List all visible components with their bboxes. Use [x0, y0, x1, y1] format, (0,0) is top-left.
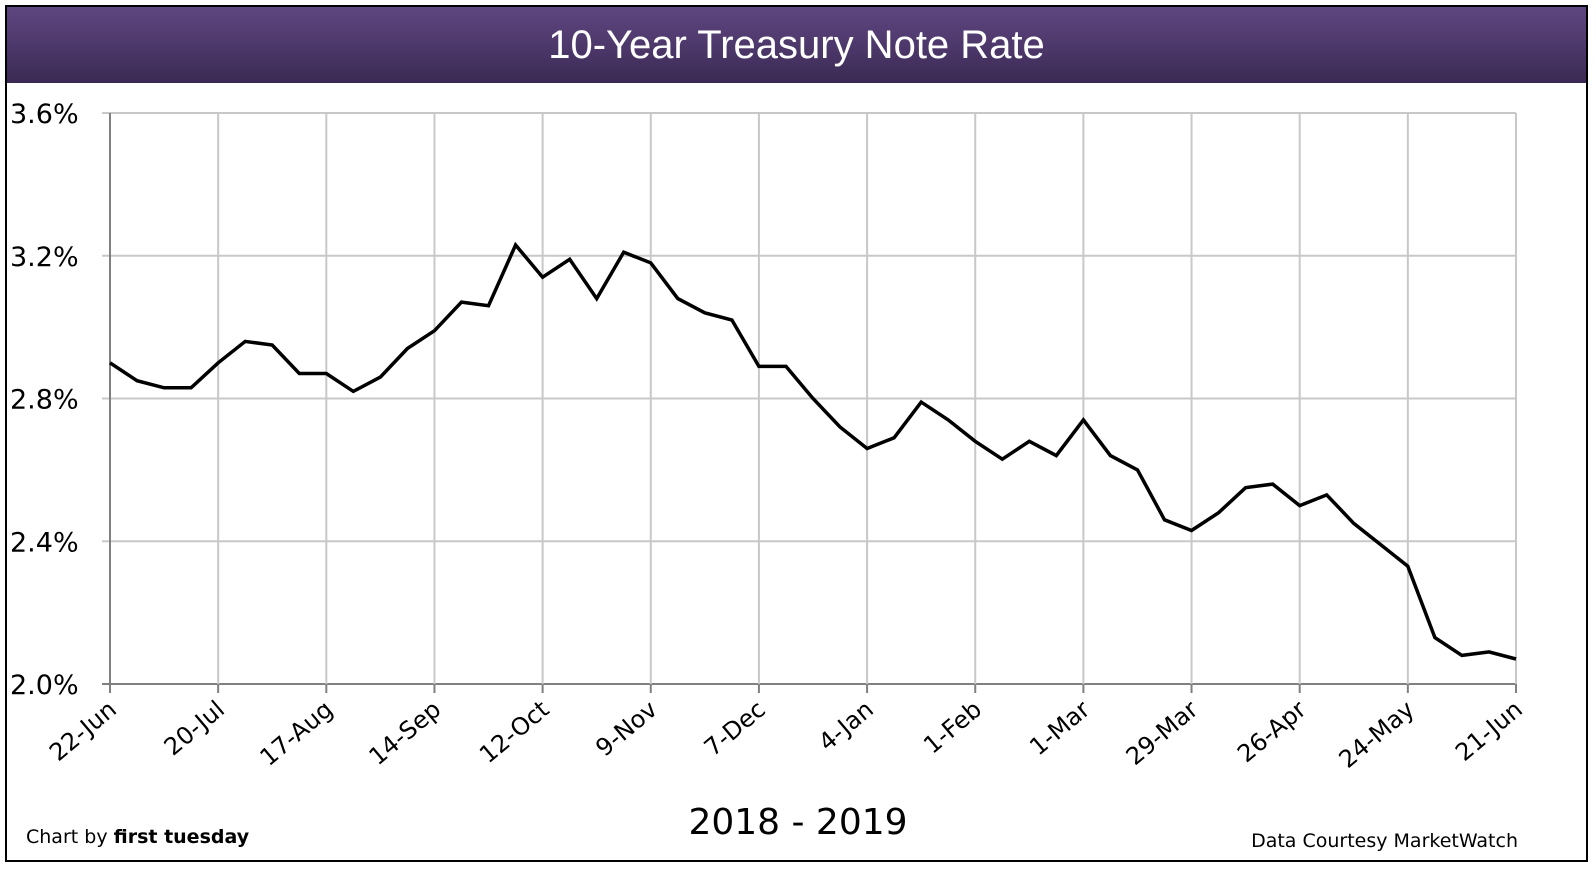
- x-tick-label: 1-Feb: [918, 695, 987, 759]
- y-tick-label: 2.8%: [10, 385, 79, 416]
- x-tick-label: 26-Apr: [1232, 695, 1312, 768]
- y-axis-labels: 3.6% 3.2% 2.8% 2.4% 2.0%: [10, 99, 79, 701]
- y-tick-label: 3.6%: [10, 99, 79, 130]
- x-tick-label: 9-Nov: [590, 695, 662, 762]
- rate-line: [109, 241, 1517, 661]
- axes: [109, 113, 1517, 693]
- x-tick-label: 12-Oct: [474, 695, 554, 769]
- y-tick-label: 2.4%: [10, 527, 79, 558]
- x-tick-label: 21-Jun: [1450, 695, 1528, 767]
- x-axis-title: 2018 - 2019: [688, 802, 908, 843]
- x-tick-label: 20-Jul: [159, 695, 230, 761]
- x-tick-label: 29-Mar: [1121, 695, 1204, 771]
- x-tick-label: 4-Jan: [813, 695, 879, 756]
- y-tick-label: 2.0%: [10, 670, 79, 701]
- chart-title: 10-Year Treasury Note Rate: [548, 22, 1045, 67]
- data-source: Data Courtesy MarketWatch: [1251, 830, 1518, 852]
- gridlines: [102, 112, 1517, 685]
- x-axis-labels: 22-Jun 20-Jul 17-Aug 14-Sep 12-Oct 9-Nov 7-Dec…: [44, 695, 1528, 774]
- credit-prefix: Chart by: [26, 826, 114, 848]
- chart-frame: 10-Year Treasury Note Rate: [5, 5, 1588, 862]
- x-tick-label: 24-May: [1334, 695, 1420, 774]
- chart-credit: Chart by first tuesday: [26, 826, 249, 848]
- x-tick-label: 22-Jun: [44, 695, 122, 767]
- x-tick-label: 17-Aug: [255, 695, 339, 771]
- x-tick-label: 14-Sep: [364, 695, 447, 771]
- x-tick-label: 1-Mar: [1024, 695, 1095, 761]
- credit-brand: first tuesday: [113, 826, 250, 848]
- x-tick-label: 7-Dec: [699, 695, 771, 762]
- y-tick-label: 3.2%: [10, 242, 79, 273]
- title-bar: 10-Year Treasury Note Rate: [7, 7, 1586, 83]
